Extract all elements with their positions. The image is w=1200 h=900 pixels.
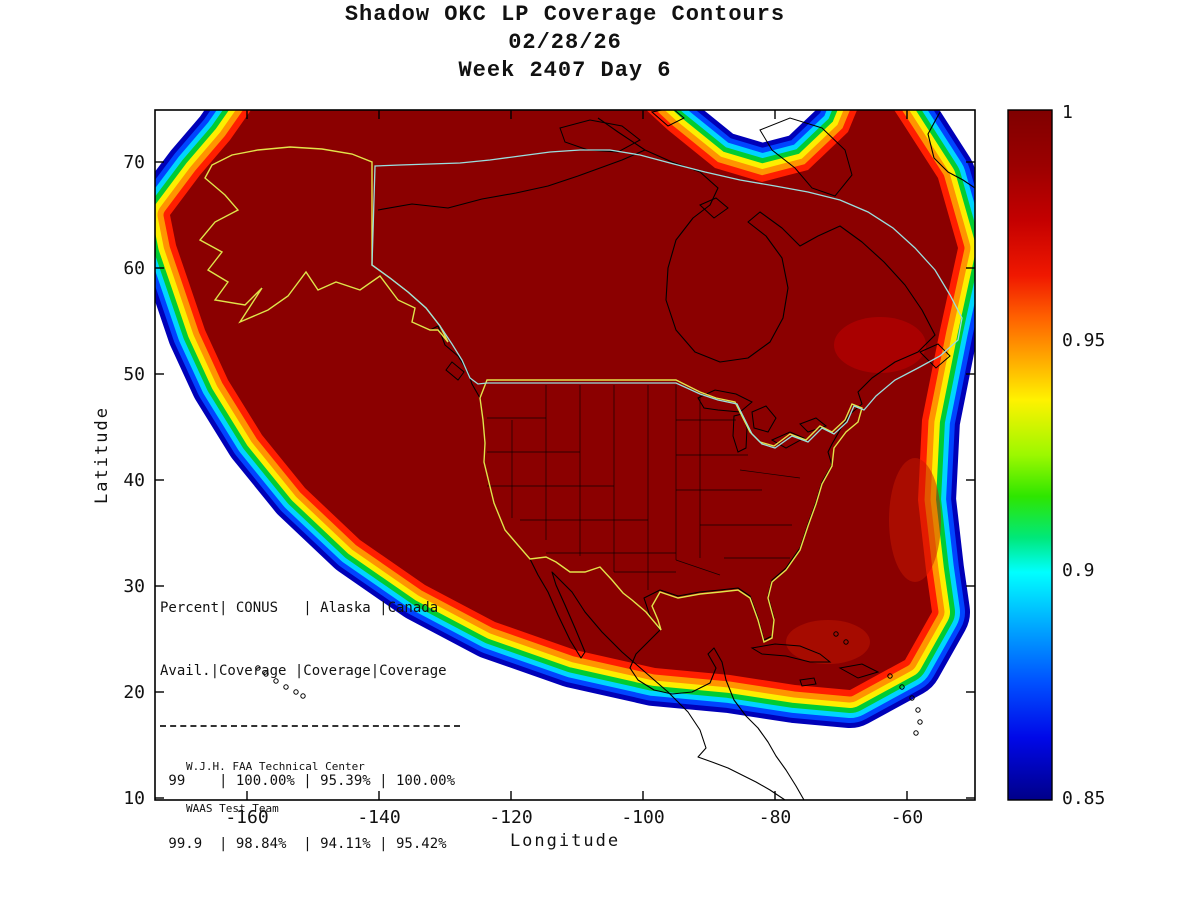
island-dot-6 xyxy=(887,673,893,679)
island-dot-8 xyxy=(909,695,915,701)
figure-title: Shadow OKC LP Coverage Contours xyxy=(344,2,786,27)
victoria-island-outline xyxy=(559,119,641,153)
island-dot-7 xyxy=(899,684,905,690)
y-tick-label: 20 xyxy=(123,682,145,703)
vancouver-island-outline xyxy=(445,361,465,381)
y-tick-label: 60 xyxy=(123,258,145,279)
y-axis-label: Latitude xyxy=(92,406,112,504)
y-tick-label: 10 xyxy=(123,788,145,809)
x-tick-label: -100 xyxy=(621,807,664,828)
hispaniola-outline xyxy=(838,663,880,679)
island-dot-0 xyxy=(255,665,261,671)
y-tick-label: 70 xyxy=(123,152,145,173)
lake-ontario-outline xyxy=(799,417,828,433)
colorbar xyxy=(1007,109,1053,801)
figure-date: 02/28/26 xyxy=(508,30,622,55)
southampton-island-outline xyxy=(699,197,729,219)
island-dot-5 xyxy=(300,693,306,699)
newfoundland-outline xyxy=(919,343,951,369)
stats-header-2: Avail.|Coverage |Coverage|Coverage xyxy=(160,663,447,679)
x-tick-label: -140 xyxy=(357,807,400,828)
conus-boundary xyxy=(479,379,863,644)
colorbar-tick-label: 0.9 xyxy=(1062,560,1095,581)
greenland-coast-coastline xyxy=(927,111,975,189)
island-dot-13 xyxy=(843,639,849,645)
y-tick-label: 50 xyxy=(123,364,145,385)
island-dot-1 xyxy=(263,671,269,677)
credit-line-1: W.J.H. FAA Technical Center xyxy=(186,760,365,773)
island-dot-3 xyxy=(283,684,289,690)
island-dot-2 xyxy=(273,678,279,684)
x-tick-label: -160 xyxy=(225,807,268,828)
credit-text: W.J.H. FAA Technical Center WAAS Test Te… xyxy=(186,732,365,844)
colorbar-labels: 1 0.95 0.9 0.85 xyxy=(1062,102,1105,809)
coverage-patch-1 xyxy=(889,458,941,582)
x-axis-label: Longitude xyxy=(510,831,620,851)
x-tick-label: -60 xyxy=(891,807,924,828)
coverage-region-1.0 xyxy=(170,110,958,690)
lake-superior-outline xyxy=(697,389,753,413)
plot-border xyxy=(154,109,976,801)
stats-row-99: 99 | 100.00% | 95.39% | 100.00% xyxy=(160,773,456,789)
canada-boundary xyxy=(371,149,963,449)
stats-header-1: Percent| CONUS | Alaska |Canada xyxy=(160,600,439,616)
jamaica-outline xyxy=(799,677,817,687)
alaska-boundary xyxy=(198,146,449,343)
state-border-line xyxy=(675,559,721,576)
x-tick-label: -80 xyxy=(759,807,792,828)
credit-line-2: WAAS Test Team xyxy=(186,802,279,815)
stats-separator xyxy=(160,725,460,727)
arctic-mainland-coast-coastline xyxy=(377,149,646,211)
coverage-patch-0 xyxy=(834,317,926,373)
island-dot-12 xyxy=(833,631,839,637)
island-dot-9 xyxy=(915,707,921,713)
y-tick-label: 30 xyxy=(123,576,145,597)
atlantic-hudson-coast-coastline xyxy=(597,117,936,800)
coverage-stats-table: Percent| CONUS | Alaska |Canada Avail.|C… xyxy=(160,556,460,900)
y-tick-label: 40 xyxy=(123,470,145,491)
axes-layer: -160 -140 -120 -100 -80 -60 70 60 50 40 30 20 10 Long… xyxy=(92,110,975,851)
x-tick-label: -120 xyxy=(489,807,532,828)
cuba-outline xyxy=(750,643,832,663)
island-dot-11 xyxy=(913,730,919,736)
lake-erie-outline xyxy=(770,431,806,449)
map-layers xyxy=(155,110,975,800)
figure-week-day: Week 2407 Day 6 xyxy=(458,58,672,83)
colorbar-tick-label: 0.85 xyxy=(1062,788,1105,809)
island-dot-4 xyxy=(293,689,299,695)
lake-huron-outline xyxy=(751,405,777,433)
state-border-line xyxy=(739,469,801,479)
colorbar-tick-label: 1 xyxy=(1062,102,1073,123)
coverage-patch-2 xyxy=(786,620,870,664)
island-dot-10 xyxy=(917,719,923,725)
stats-row-99-9: 99.9 | 98.84% | 94.11% | 95.42% xyxy=(160,836,447,852)
baffin-island-outline xyxy=(759,117,853,197)
arctic-islet-outline xyxy=(650,110,685,127)
colorbar-tick-label: 0.95 xyxy=(1062,330,1105,351)
